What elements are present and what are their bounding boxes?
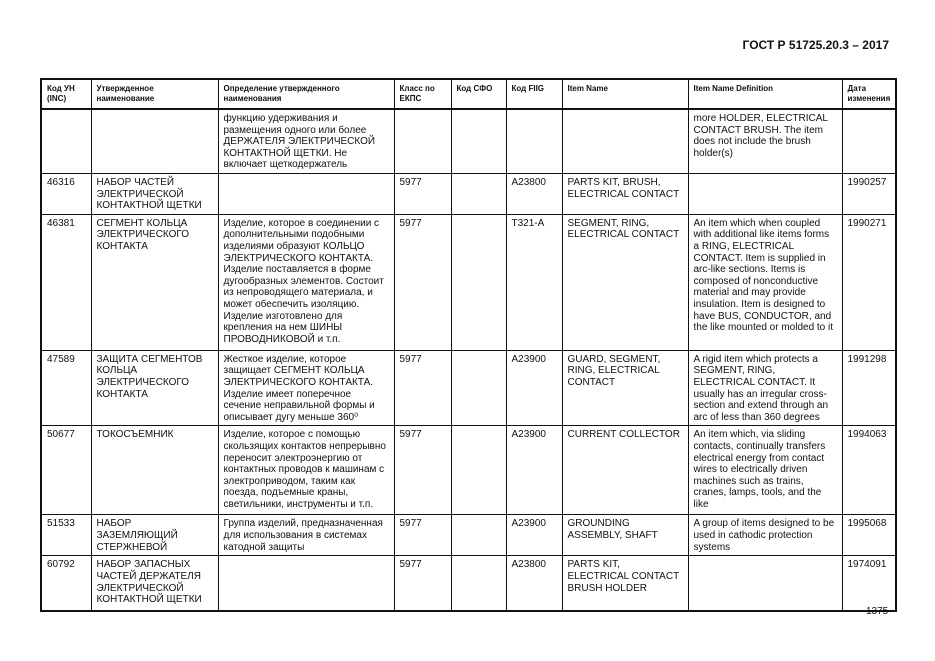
cell-item-name: PARTS KIT, BRUSH, ELECTRICAL CONTACT [561, 172, 689, 215]
cell-ekps-class: 5977 [393, 349, 452, 427]
cell-definition: функцию удерживания и размещения одного … [217, 108, 395, 174]
cell-item-name: GUARD, SEGMENT, RING, ELECTRICAL CONTACT [561, 349, 689, 427]
cell-fiig-code: A23800 [505, 555, 563, 612]
column-header-ekps-class: Класс по ЕКПС [393, 78, 452, 110]
cell-sfo-code [450, 108, 507, 174]
cell-fiig-code: A23900 [505, 514, 563, 557]
cell-inc-code: 46381 [40, 213, 92, 351]
cell-item-name-definition: An item which, via sliding contacts, con… [687, 425, 843, 516]
cell-change-date: 1974091 [841, 555, 897, 612]
cell-inc-code [40, 108, 92, 174]
cell-inc-code: 51533 [40, 514, 92, 557]
table-body: функцию удерживания и размещения одного … [40, 108, 897, 612]
cell-approved-name: НАБОР ЧАСТЕЙ ЭЛЕКТРИЧЕСКОЙ КОНТАКТНОЙ ЩЕ… [90, 172, 219, 215]
column-header-item-name: Item Name [561, 78, 689, 110]
table-header-row: Код УН (INC) Утвержденное наименование Опр… [40, 78, 897, 110]
cell-change-date: 1994063 [841, 425, 897, 516]
cell-definition [217, 172, 395, 215]
cell-ekps-class: 5977 [393, 172, 452, 215]
cell-sfo-code [450, 555, 507, 612]
cell-approved-name [90, 108, 219, 174]
cell-item-name: GROUNDING ASSEMBLY, SHAFT [561, 514, 689, 557]
cell-item-name: PARTS KIT, ELECTRICAL CONTACT BRUSH HOLD… [561, 555, 689, 612]
cell-change-date: 1991298 [841, 349, 897, 427]
cell-approved-name: НАБОР ЗАЗЕМЛЯЮЩИЙ СТЕРЖНЕВОЙ [90, 514, 219, 557]
cell-change-date: 1995068 [841, 514, 897, 557]
data-table: Код УН (INC) Утвержденное наименование Опр… [40, 78, 897, 612]
cell-fiig-code: A23900 [505, 349, 563, 427]
cell-inc-code: 46316 [40, 172, 92, 215]
cell-fiig-code [505, 108, 563, 174]
table-row: 46381 СЕГМЕНТ КОЛЬЦА ЭЛЕКТРИЧЕСКОГО КОНТА… [40, 213, 897, 351]
cell-approved-name: ЗАЩИТА СЕГМЕНТОВ КОЛЬЦА ЭЛЕКТРИЧЕСКОГО К… [90, 349, 219, 427]
cell-item-name [561, 108, 689, 174]
cell-inc-code: 60792 [40, 555, 92, 612]
cell-approved-name: НАБОР ЗАПАСНЫХ ЧАСТЕЙ ДЕРЖАТЕЛЯ ЭЛЕКТРИЧ… [90, 555, 219, 612]
cell-ekps-class: 5977 [393, 555, 452, 612]
cell-definition: Изделие, которое с помощью скользящих ко… [217, 425, 395, 516]
cell-definition: Жесткое изделие, которое защищает СЕГМЕН… [217, 349, 395, 427]
document-title: ГОСТ Р 51725.20.3 – 2017 [742, 38, 889, 52]
column-header-inc-code: Код УН (INC) [40, 78, 92, 110]
cell-ekps-class: 5977 [393, 514, 452, 557]
cell-change-date: 1990257 [841, 172, 897, 215]
column-header-change-date: Дата изменения [841, 78, 897, 110]
cell-ekps-class: 5977 [393, 213, 452, 351]
cell-item-name-definition [687, 555, 843, 612]
cell-approved-name: ТОКОСЪЕМНИК [90, 425, 219, 516]
cell-sfo-code [450, 349, 507, 427]
cell-approved-name: СЕГМЕНТ КОЛЬЦА ЭЛЕКТРИЧЕСКОГО КОНТАКТА [90, 213, 219, 351]
cell-ekps-class: 5977 [393, 425, 452, 516]
cell-item-name-definition: A rigid item which protects a SEGMENT, R… [687, 349, 843, 427]
column-header-sfo-code: Код СФО [450, 78, 507, 110]
column-header-definition: Определение утвержденного наименования [217, 78, 395, 110]
cell-definition [217, 555, 395, 612]
cell-item-name: CURRENT COLLECTOR [561, 425, 689, 516]
column-header-item-name-definition: Item Name Definition [687, 78, 843, 110]
cell-definition: Изделие, которое в соединении с дополнит… [217, 213, 395, 351]
page-number: 1375 [866, 606, 889, 617]
cell-definition: Группа изделий, предназначенная для испо… [217, 514, 395, 557]
cell-sfo-code [450, 425, 507, 516]
cell-inc-code: 47589 [40, 349, 92, 427]
cell-item-name: SEGMENT, RING, ELECTRICAL CONTACT [561, 213, 689, 351]
cell-sfo-code [450, 213, 507, 351]
cell-change-date [841, 108, 897, 174]
table-row: 60792 НАБОР ЗАПАСНЫХ ЧАСТЕЙ ДЕРЖАТЕЛЯ ЭЛЕ… [40, 555, 897, 612]
cell-item-name-definition: A group of items designed to be used in … [687, 514, 843, 557]
cell-ekps-class [393, 108, 452, 174]
column-header-approved-name: Утвержденное наименование [90, 78, 219, 110]
cell-sfo-code [450, 172, 507, 215]
cell-item-name-definition: An item which when coupled with addition… [687, 213, 843, 351]
cell-item-name-definition: more HOLDER, ELECTRICAL CONTACT BRUSH. T… [687, 108, 843, 174]
cell-fiig-code: T321-A [505, 213, 563, 351]
table-row: 47589 ЗАЩИТА СЕГМЕНТОВ КОЛЬЦА ЭЛЕКТРИЧЕСК… [40, 349, 897, 427]
cell-inc-code: 50677 [40, 425, 92, 516]
cell-change-date: 1990271 [841, 213, 897, 351]
cell-sfo-code [450, 514, 507, 557]
cell-fiig-code: A23800 [505, 172, 563, 215]
cell-item-name-definition [687, 172, 843, 215]
table-row: функцию удерживания и размещения одного … [40, 108, 897, 174]
column-header-fiig-code: Код FIIG [505, 78, 563, 110]
table-row: 46316 НАБОР ЧАСТЕЙ ЭЛЕКТРИЧЕСКОЙ КОНТАКТН… [40, 172, 897, 215]
cell-fiig-code: A23900 [505, 425, 563, 516]
table-row: 51533 НАБОР ЗАЗЕМЛЯЮЩИЙ СТЕРЖНЕВОЙ Группа … [40, 514, 897, 557]
table-row: 50677 ТОКОСЪЕМНИК Изделие, которое с помощ… [40, 425, 897, 516]
